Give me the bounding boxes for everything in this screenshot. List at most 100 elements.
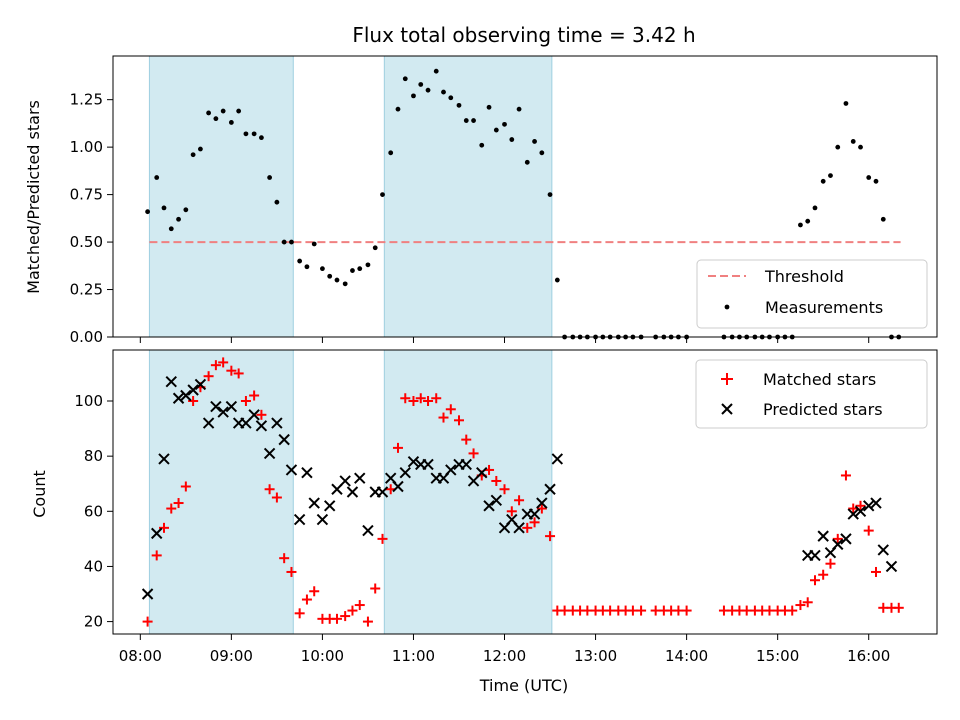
x-tick-label: 08:00 xyxy=(119,647,162,665)
predicted-star-point xyxy=(422,458,434,471)
matched-star-point xyxy=(514,495,525,506)
predicted-star-point xyxy=(445,464,457,476)
bottom-y-tick-label: 80 xyxy=(84,447,103,465)
measurement-point xyxy=(843,101,849,106)
measurement-point xyxy=(850,139,856,144)
top-x-ticks xyxy=(139,337,870,343)
measurement-point xyxy=(213,116,219,122)
predicted-star-point xyxy=(187,384,199,396)
measurement-point xyxy=(820,178,826,184)
measurement-point xyxy=(320,266,325,272)
measurement-point xyxy=(509,137,515,142)
measurement-point xyxy=(259,135,264,141)
predicted-star-point xyxy=(490,494,503,506)
predicted-star-point xyxy=(399,466,411,479)
matched-star-point xyxy=(151,550,162,561)
measurement-point xyxy=(866,175,872,180)
predicted-star-point xyxy=(362,524,374,537)
measurement-point xyxy=(486,104,492,110)
matched-star-point xyxy=(158,522,169,533)
legend-threshold-label: Threshold xyxy=(764,267,844,286)
measurement-point xyxy=(395,106,401,112)
matched-star-point xyxy=(400,393,411,404)
matched-star-point xyxy=(286,566,297,577)
measurement-point xyxy=(342,281,348,287)
matched-star-point xyxy=(491,475,502,486)
matched-star-point xyxy=(240,396,251,407)
matched-star-point xyxy=(431,393,442,404)
top-y-axis: 0.00 0.25 0.50 0.75 1.00 1.25 xyxy=(70,91,113,346)
measurement-point xyxy=(206,110,212,116)
measurement-point xyxy=(880,216,886,222)
predicted-star-point xyxy=(551,453,564,465)
bottom-legend: Matched stars Predicted stars xyxy=(695,359,928,429)
matched-star-point xyxy=(536,503,547,514)
matched-star-point xyxy=(331,613,342,624)
measurement-point xyxy=(350,268,355,273)
measurement-point xyxy=(532,139,537,144)
top-y-tick-label: 0.50 xyxy=(70,233,103,251)
matched-star-point xyxy=(506,506,517,517)
measurement-point xyxy=(502,121,507,127)
top-y-tick-label: 0.00 xyxy=(70,328,103,346)
matched-star-point xyxy=(787,605,798,616)
top-y-axis-label: Matched/Predicted stars xyxy=(24,100,43,294)
measurement-point xyxy=(493,127,499,133)
predicted-star-point xyxy=(263,447,276,460)
matched-star-point xyxy=(870,566,881,577)
matched-star-point xyxy=(818,569,829,580)
matched-star-point xyxy=(453,415,464,426)
x-tick-label: 11:00 xyxy=(392,647,435,665)
matched-star-point xyxy=(210,360,221,371)
predicted-star-point xyxy=(513,522,525,534)
predicted-star-point xyxy=(536,497,548,509)
measurement-point xyxy=(243,131,249,137)
matched-star-point xyxy=(802,597,813,608)
predicted-star-point xyxy=(877,544,889,556)
bottom-shaded-regions xyxy=(148,349,553,635)
matched-star-point xyxy=(438,412,449,423)
predicted-stars-points xyxy=(141,376,898,600)
predicted-star-point xyxy=(885,560,898,573)
top-y-tick-label: 0.25 xyxy=(70,281,103,299)
measurement-point xyxy=(805,218,811,224)
x-axis-label: Time (UTC) xyxy=(479,676,568,695)
measurement-point xyxy=(274,199,280,205)
measurement-point xyxy=(873,178,879,184)
matched-star-point xyxy=(271,492,282,503)
predicted-star-point xyxy=(210,400,222,413)
bottom-y-tick-label: 40 xyxy=(84,557,103,575)
top-y-tick-label: 0.75 xyxy=(70,186,103,204)
predicted-star-point xyxy=(544,483,556,495)
x-tick-label: 12:00 xyxy=(483,647,526,665)
top-panel: Flux total observing time = 3.42 h 0.000… xyxy=(24,23,938,346)
predicted-star-point xyxy=(248,409,260,421)
bottom-y-tick-label: 60 xyxy=(84,502,103,520)
measurement-point xyxy=(380,192,385,198)
matched-star-point xyxy=(825,558,836,569)
matched-star-point xyxy=(279,553,290,564)
measurement-point xyxy=(402,76,408,82)
predicted-star-point xyxy=(316,513,329,526)
measurement-point xyxy=(161,205,167,211)
bottom-y-axis-label: Count xyxy=(30,470,49,518)
predicted-star-point xyxy=(460,458,472,471)
matched-star-point xyxy=(370,583,381,594)
predicted-star-point xyxy=(809,549,821,562)
predicted-star-point xyxy=(840,533,852,545)
matched-star-point xyxy=(529,517,540,528)
predicted-star-point xyxy=(407,455,420,468)
measurement-point xyxy=(463,118,469,123)
measurement-point xyxy=(456,102,462,108)
matched-star-point xyxy=(809,575,820,586)
matched-star-point xyxy=(423,396,434,407)
legend-measurements-swatch xyxy=(724,304,730,310)
bottom-shaded-region-0 xyxy=(148,349,294,635)
predicted-star-point xyxy=(308,497,320,509)
measurement-point xyxy=(267,175,273,180)
measurement-point xyxy=(835,144,841,150)
measurement-point xyxy=(334,277,340,283)
measurement-point xyxy=(858,144,863,150)
predicted-star-point xyxy=(392,480,404,493)
